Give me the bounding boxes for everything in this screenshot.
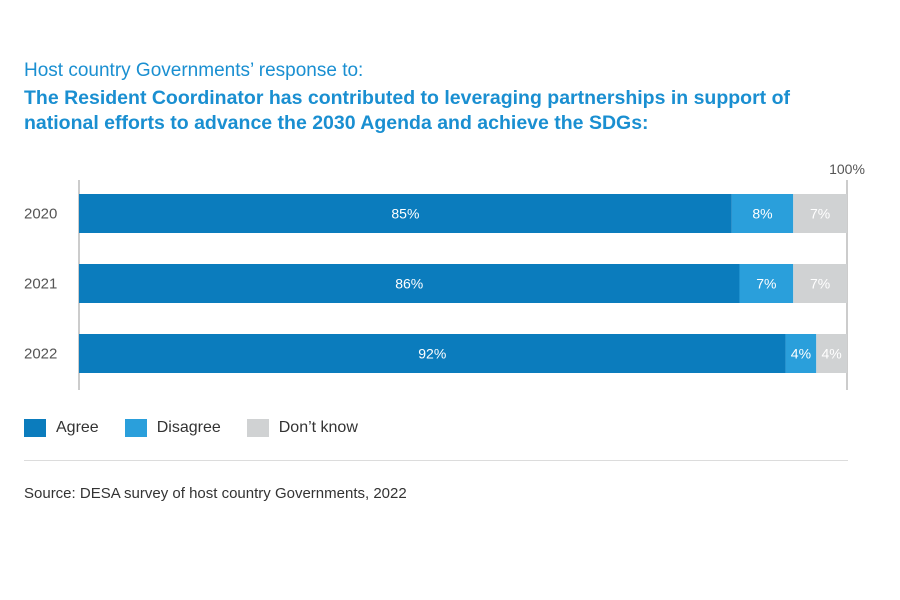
bar-label-don-t-know-2022: 4% xyxy=(822,346,842,362)
bar-disagree-2021 xyxy=(739,264,794,303)
bar-label-agree-2021: 86% xyxy=(395,276,423,292)
legend-label-dont-know: Don’t know xyxy=(278,419,358,436)
legend-swatch-dont-know xyxy=(246,419,269,437)
category-label-2020: 2020 xyxy=(24,206,57,223)
bar-label-agree-2022: 92% xyxy=(418,346,446,362)
bar-disagree-2022 xyxy=(785,334,817,373)
legend-label-agree: Agree xyxy=(56,419,99,436)
chart-title: The Resident Coordinator has contributed… xyxy=(24,87,790,134)
bar-agree-2021 xyxy=(79,264,740,303)
category-label-2022: 2022 xyxy=(24,346,57,363)
bar-label-disagree-2020: 8% xyxy=(752,206,772,222)
legend-swatch-agree xyxy=(24,419,46,437)
bar-label-disagree-2021: 7% xyxy=(756,276,776,292)
legend-label-disagree: Disagree xyxy=(156,419,221,436)
bar-agree-2020 xyxy=(79,194,732,233)
bar-label-don-t-know-2020: 7% xyxy=(810,206,830,222)
legend-swatch-disagree xyxy=(124,419,147,437)
bar-don-t-know-2022 xyxy=(816,334,847,373)
bar-label-disagree-2022: 4% xyxy=(791,346,811,362)
bar-label-don-t-know-2021: 7% xyxy=(810,276,830,292)
bar-label-agree-2020: 85% xyxy=(391,206,419,222)
bar-don-t-know-2021 xyxy=(793,264,847,303)
bar-agree-2022 xyxy=(79,334,786,373)
source-note: Source: DESA survey of host country Gove… xyxy=(24,485,407,502)
legend: Agree Disagree Don’t know xyxy=(24,419,384,437)
bar-don-t-know-2020 xyxy=(793,194,847,233)
legend-item-disagree: Disagree xyxy=(124,419,221,437)
bar-disagree-2020 xyxy=(731,194,794,233)
legend-item-agree: Agree xyxy=(24,419,99,437)
chart-subtitle: Host country Governments’ response to: xyxy=(24,60,364,81)
stacked-bar-chart: 100% 2020 85% 8% 7% 2021 86% 7% 7% 2022 92% 4% 4% xyxy=(24,161,865,390)
legend-item-dont-know: Don’t know xyxy=(246,419,358,437)
divider xyxy=(24,460,848,461)
axis-max-label: 100% xyxy=(829,161,865,177)
category-label-2021: 2021 xyxy=(24,276,57,293)
